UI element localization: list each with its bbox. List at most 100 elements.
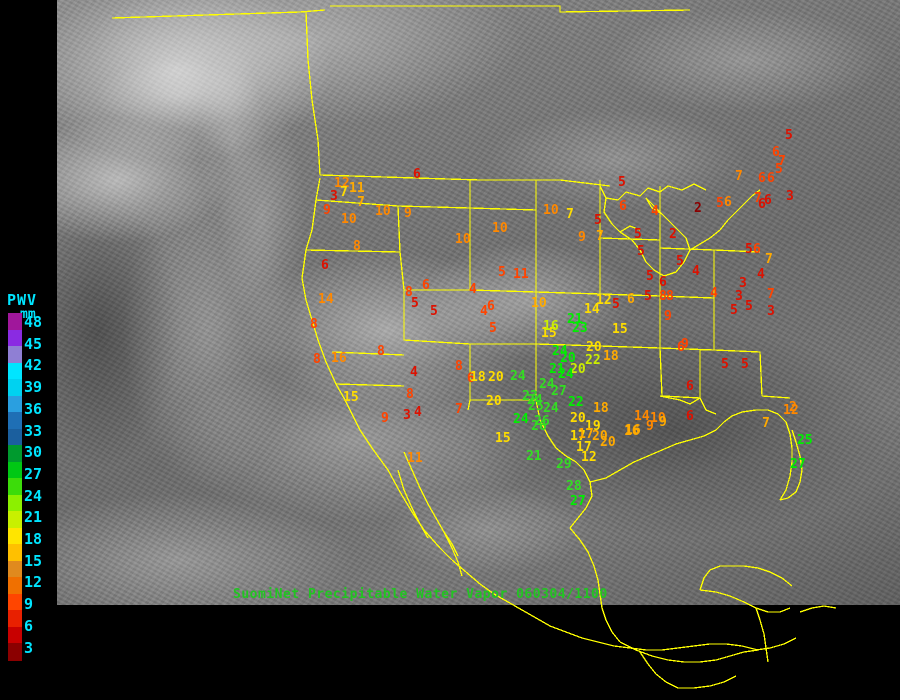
station-pwv-value: 5 — [646, 269, 654, 284]
station-pwv-value: 20 — [600, 435, 616, 450]
legend-title: PWV — [7, 291, 38, 309]
legend-units: mm — [20, 307, 36, 322]
station-pwv-value: 16 — [624, 424, 640, 439]
station-pwv-value: 3 — [330, 189, 338, 204]
station-pwv-value: 5 — [618, 175, 626, 190]
raster-texture — [57, 0, 900, 605]
station-pwv-value: 6 — [627, 292, 635, 307]
colorbar-swatch — [8, 478, 22, 496]
station-pwv-value: 20 — [570, 411, 586, 426]
station-pwv-value: 8 — [455, 359, 463, 374]
station-pwv-value: 10 — [341, 212, 357, 227]
station-pwv-value: 24 — [513, 412, 529, 427]
station-pwv-value: 9 — [404, 206, 412, 221]
station-pwv-value: 4 — [469, 282, 477, 297]
station-pwv-value: 5 — [430, 304, 438, 319]
station-pwv-value: 5 — [730, 303, 738, 318]
station-pwv-value: 10 — [543, 203, 559, 218]
colorbar-swatch — [8, 494, 22, 512]
colorbar-swatch — [8, 412, 22, 430]
colorbar-swatch — [8, 379, 22, 397]
station-pwv-value: 5 — [489, 321, 497, 336]
station-pwv-value: 9 — [646, 419, 654, 434]
station-pwv-value: 15 — [343, 390, 359, 405]
colorbar-swatch — [8, 610, 22, 628]
station-pwv-value: 24 — [510, 369, 526, 384]
station-pwv-value: 3 — [403, 408, 411, 423]
colorbar-swatch — [8, 445, 22, 463]
station-pwv-value: 14 — [584, 302, 600, 317]
colorbar-swatch — [8, 560, 22, 578]
colorbar-tick: 12 — [24, 573, 43, 592]
station-pwv-value: 24 — [543, 401, 559, 416]
station-pwv-value: 18 — [470, 370, 486, 385]
station-pwv-value: 8 — [377, 344, 385, 359]
station-pwv-value: 5 — [745, 242, 753, 257]
station-pwv-value: 6 — [321, 258, 329, 273]
station-pwv-value: 6 — [764, 193, 772, 208]
station-pwv-value: 5 — [716, 196, 724, 211]
station-pwv-value: 5 — [676, 254, 684, 269]
station-pwv-value: 2 — [789, 400, 797, 415]
colorbar-tick: 21 — [24, 508, 43, 527]
colorbar-swatch — [8, 461, 22, 479]
colorbar-swatch — [8, 428, 22, 446]
pwv-colorbar-legend: PWV mm — [0, 293, 57, 660]
colorbar-swatch — [8, 527, 22, 545]
station-pwv-value: 8 — [406, 387, 414, 402]
station-pwv-value: 7 — [455, 402, 463, 417]
station-pwv-value: 6 — [767, 171, 775, 186]
station-pwv-value: 6 — [413, 167, 421, 182]
station-pwv-value: 15 — [541, 326, 557, 341]
station-pwv-value: 15 — [612, 322, 628, 337]
station-pwv-value: 5 — [721, 357, 729, 372]
station-pwv-value: 8 — [666, 289, 674, 304]
station-pwv-value: 25 — [528, 399, 544, 414]
station-pwv-value: 25 — [797, 433, 813, 448]
colorbar-tick: 39 — [24, 378, 43, 397]
station-pwv-value: 17 — [578, 427, 594, 442]
colorbar-swatch — [8, 544, 22, 562]
station-pwv-value: 10 — [455, 232, 471, 247]
station-pwv-value: 6 — [686, 409, 694, 424]
station-pwv-value: 26 — [534, 414, 550, 429]
station-pwv-value: 23 — [522, 389, 538, 404]
station-pwv-value: 27 — [790, 457, 806, 472]
station-pwv-value: 4 — [651, 204, 659, 219]
station-pwv-value: 6 — [467, 371, 475, 386]
station-pwv-value: 4 — [480, 304, 488, 319]
station-pwv-value: 11 — [407, 451, 423, 466]
station-pwv-value: 26 — [531, 419, 547, 434]
station-pwv-value: 18 — [603, 349, 619, 364]
station-pwv-value: 8 — [405, 285, 413, 300]
station-pwv-value: 24 — [539, 377, 555, 392]
station-pwv-value: 21 — [549, 362, 565, 377]
station-pwv-value: 7 — [340, 185, 348, 200]
colorbar-tick: 6 — [24, 616, 34, 635]
station-pwv-value: 5 — [775, 162, 783, 177]
colorbar-tick: 36 — [24, 399, 43, 418]
station-pwv-value: 10 — [531, 296, 547, 311]
station-pwv-value: 6 — [487, 299, 495, 314]
station-pwv-value: 8 — [313, 352, 321, 367]
station-pwv-value: 12 — [596, 293, 612, 308]
station-pwv-value: 28 — [566, 479, 582, 494]
colorbar-swatch — [8, 626, 22, 645]
station-pwv-value: 22 — [585, 353, 601, 368]
station-pwv-value: 7 — [754, 191, 762, 206]
station-pwv-value: 6 — [619, 199, 627, 214]
station-pwv-value: 20 — [486, 394, 502, 409]
colorbar-tick: 3 — [24, 638, 34, 657]
colorbar-tick: 30 — [24, 443, 43, 462]
station-pwv-value: 3 — [739, 276, 747, 291]
station-pwv-value: 21 — [526, 449, 542, 464]
station-pwv-value: 24 — [552, 344, 568, 359]
ir-cloud-field — [57, 0, 900, 605]
station-pwv-value: 5 — [741, 357, 749, 372]
station-pwv-value: 16 — [625, 423, 641, 438]
colorbar-swatch — [8, 643, 22, 661]
station-pwv-value: 9 — [381, 411, 389, 426]
station-pwv-value: 5 — [634, 227, 642, 242]
colorbar-tick-labels: 48 45 42 39 36 33 30 27 24 21 18 15 12 9 6 3 — [24, 313, 57, 660]
